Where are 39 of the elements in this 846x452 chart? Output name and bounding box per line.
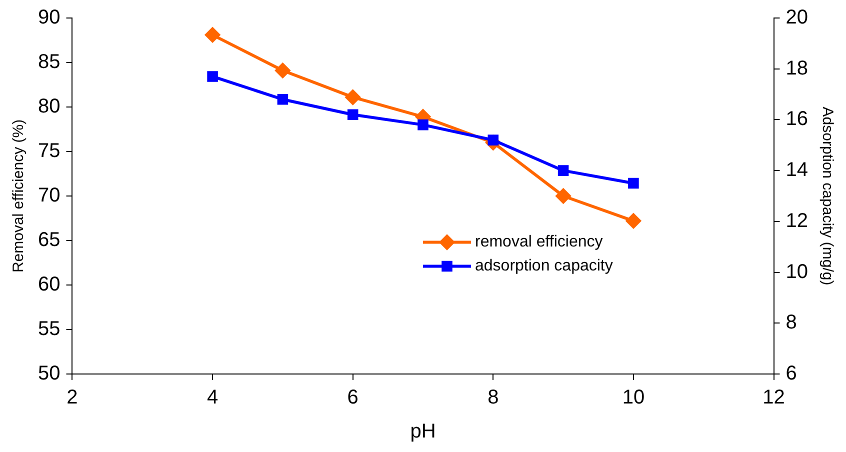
legend-label: removal efficiency [475, 234, 603, 251]
point [347, 109, 358, 120]
y2-tick-label: 8 [786, 312, 797, 334]
y-tick-label: 65 [38, 229, 60, 252]
y-tick-label: 60 [38, 274, 60, 296]
y-tick-label: 55 [38, 318, 60, 340]
point [345, 90, 360, 105]
point [626, 213, 641, 228]
y-tick-label: 50 [38, 362, 60, 385]
y2-tick-label: 12 [786, 210, 808, 232]
y2-axis-title: Adsorption capacity (mg/g) [818, 106, 836, 286]
point [418, 119, 428, 130]
point [207, 71, 218, 82]
y2-tick-label: 20 [786, 6, 808, 29]
y2-tick-label: 14 [786, 159, 808, 182]
x-tick-label: 8 [488, 386, 499, 409]
x-axis-title: pH [410, 420, 436, 443]
y-tick-label: 85 [38, 51, 60, 74]
y2-tick-label: 10 [786, 260, 808, 283]
y-tick-label: 90 [38, 6, 60, 29]
x-tick-label: 12 [762, 386, 785, 409]
point [205, 27, 220, 42]
point [275, 63, 290, 78]
point [277, 94, 288, 105]
point [556, 188, 571, 204]
x-tick-label: 4 [206, 386, 218, 409]
y2-tick-label: 6 [786, 362, 797, 385]
y-tick-label: 75 [38, 140, 60, 162]
x-tick-label: 6 [347, 386, 358, 409]
y-axis-title: Removal efficiency (%) [10, 119, 28, 273]
y2-tick-label: 18 [786, 57, 808, 80]
y2-tick-label: 16 [786, 108, 808, 130]
point [628, 178, 639, 189]
x-tick-label: 10 [622, 386, 645, 409]
legend-label: adsorption capacity [475, 258, 613, 275]
x-tick-label: 2 [66, 386, 78, 409]
y-tick-label: 80 [38, 96, 60, 118]
y-tick-label: 70 [38, 184, 60, 207]
point [558, 165, 569, 176]
